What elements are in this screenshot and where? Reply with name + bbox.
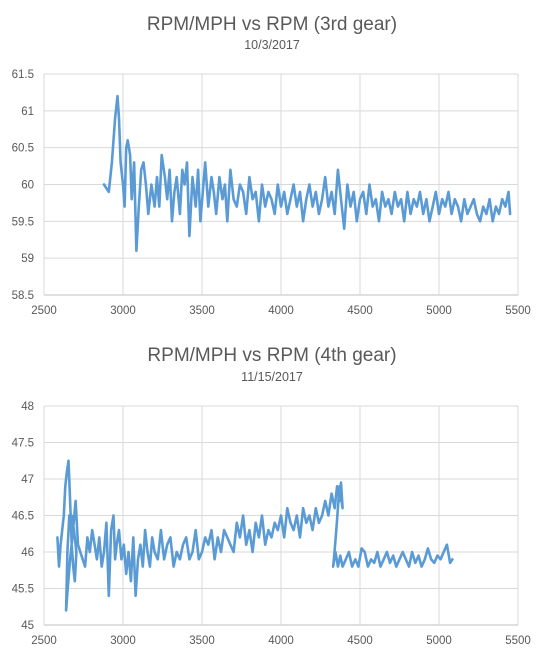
chart-4th-gear: RPM/MPH vs RPM (4th gear) 11/15/2017 45 4…: [0, 340, 544, 656]
y-tick-label: 45.5: [12, 584, 34, 596]
chart-3rd-gear-plot: 58.5 59 59.5 60 60.5 61 61.5 2500 3000 3500 4000 45…: [12, 69, 531, 317]
y-tick-label: 45: [21, 620, 34, 632]
series-line: [102, 94, 512, 253]
chart-title: RPM/MPH vs RPM (4th gear): [147, 345, 397, 366]
chart-4th-gear-plot: 45 45.5 46 46.5 47 47.5 48 2500 3000 3500 4000 4500…: [12, 401, 531, 647]
x-tick-label: 5000: [426, 305, 452, 317]
y-tick-label: 58.5: [12, 290, 34, 302]
x-tick-label: 2500: [31, 305, 57, 317]
y-tick-label: 60: [21, 180, 34, 192]
y-tick-label: 59: [21, 253, 34, 265]
x-tick-label: 4000: [268, 305, 294, 317]
y-tick-label: 47.5: [12, 438, 34, 450]
y-tick-label: 61.5: [12, 69, 34, 81]
x-tick-label: 5000: [426, 635, 452, 647]
x-tick-label: 4000: [268, 635, 294, 647]
chart-subtitle: 11/15/2017: [241, 370, 303, 384]
x-tick-label: 4500: [347, 635, 373, 647]
y-tick-label: 46: [21, 547, 34, 559]
x-tick-label: 2500: [31, 635, 57, 647]
x-tick-label: 5500: [505, 305, 531, 317]
x-tick-label: 3000: [110, 635, 136, 647]
y-tick-label: 46.5: [12, 511, 34, 523]
chart-subtitle: 10/3/2017: [244, 38, 300, 52]
x-tick-label: 3500: [189, 635, 215, 647]
x-tick-label: 4500: [347, 305, 373, 317]
y-tick-label: 48: [21, 401, 34, 413]
x-tick-label: 3500: [189, 305, 215, 317]
series-line: [56, 459, 454, 612]
x-tick-label: 5500: [505, 635, 531, 647]
y-tick-label: 59.5: [12, 216, 34, 228]
chart-title: RPM/MPH vs RPM (3rd gear): [146, 14, 398, 35]
y-tick-label: 61: [21, 106, 34, 118]
y-tick-label: 60.5: [12, 143, 34, 155]
y-tick-label: 47: [21, 474, 34, 486]
x-tick-label: 3000: [110, 305, 136, 317]
chart-3rd-gear: RPM/MPH vs RPM (3rd gear) 10/3/2017 58.5…: [12, 14, 531, 317]
